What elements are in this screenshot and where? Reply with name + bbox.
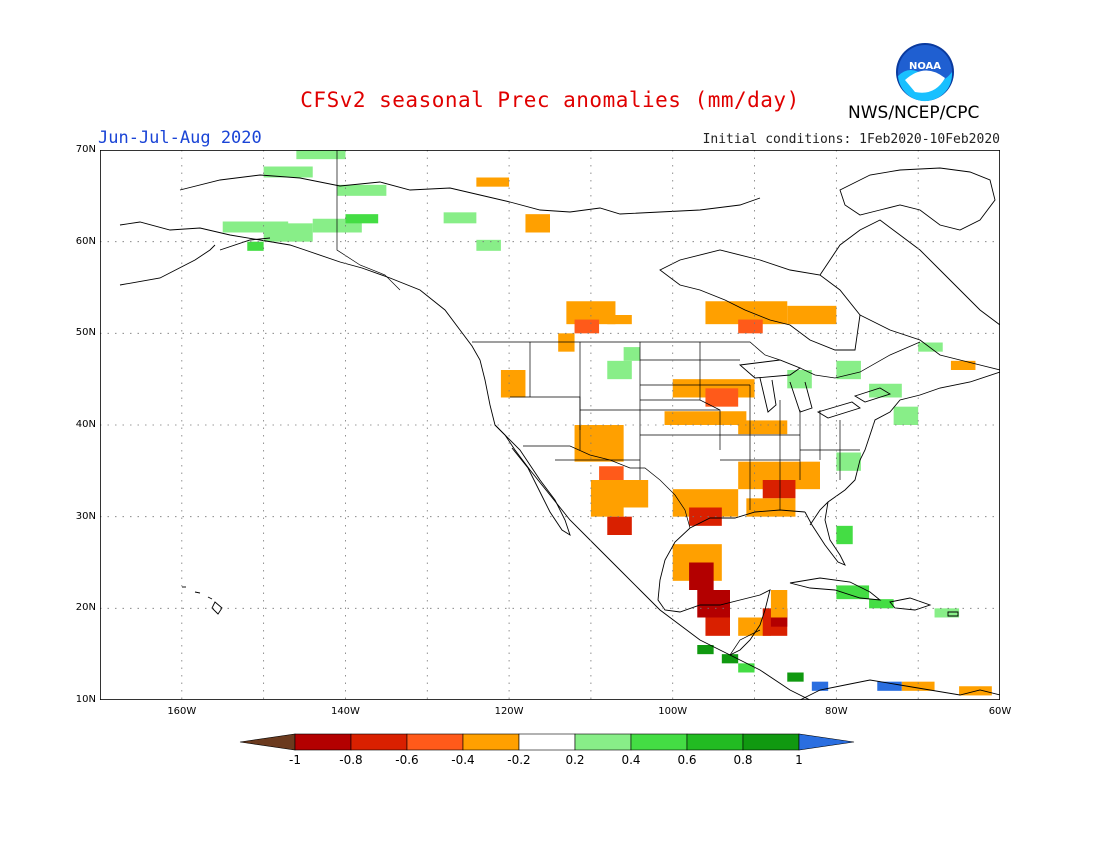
anomaly-cell <box>738 663 755 673</box>
anomaly-cell <box>869 383 902 398</box>
anomaly-cell <box>738 319 763 334</box>
anomaly-cell <box>599 466 624 480</box>
anomaly-cell <box>918 342 943 352</box>
colorbar-segment <box>518 733 576 751</box>
anomaly-cell <box>901 681 935 691</box>
precip-anomaly-map <box>100 150 1000 700</box>
colorbar-segment <box>406 733 464 751</box>
anomaly-cell <box>721 654 739 664</box>
anomaly-cell <box>869 599 894 609</box>
anomaly-cell <box>738 420 788 435</box>
anomaly-cell <box>296 150 346 160</box>
lon-tick-label: 140W <box>330 706 360 717</box>
agency-label: NWS/NCEP/CPC <box>848 103 980 123</box>
anomaly-cell <box>787 305 837 325</box>
lon-tick-label: 160W <box>167 706 197 717</box>
lon-tick-label: 80W <box>825 706 848 717</box>
anomaly-cell <box>566 301 616 325</box>
colorbar-segment <box>462 733 520 751</box>
anomaly-cell <box>770 590 788 618</box>
anomaly-cell <box>689 562 714 590</box>
anomaly-cell <box>247 241 264 251</box>
colorbar-tick-label: 0.2 <box>565 753 584 767</box>
lon-tick-label: 60W <box>988 706 1012 717</box>
anomaly-cell <box>607 315 632 325</box>
colorbar-low-arrow <box>239 733 296 751</box>
anomaly-cell <box>263 223 313 242</box>
season-label: Jun-Jul-Aug 2020 <box>98 128 262 148</box>
coastlines <box>119 167 1000 700</box>
political-borders <box>336 150 921 656</box>
anomaly-cell <box>762 480 796 499</box>
anomaly-cell <box>787 672 804 682</box>
anomaly-cell <box>525 214 550 233</box>
colorbar-segment <box>686 733 744 751</box>
map-title: CFSv2 seasonal Prec anomalies (mm/day) <box>300 88 800 112</box>
graticule <box>100 150 1000 700</box>
anomaly-cell <box>607 360 632 380</box>
colorbar-tick-label: -0.2 <box>507 753 530 767</box>
colorbar-tick-label: 0.4 <box>621 753 640 767</box>
lat-tick-label: 70N <box>75 144 96 155</box>
anomaly-cell <box>443 212 477 224</box>
anomaly-cell <box>263 166 313 178</box>
colorbar-tick-label: -1 <box>289 753 301 767</box>
anomaly-cell <box>836 360 861 380</box>
anomaly-cell <box>222 221 289 233</box>
color-legend: -1 -0.8 -0.6 -0.4 -0.2 0.2 0.4 0.6 0.8 1 <box>239 733 855 767</box>
lat-tick-label: 30N <box>75 510 96 522</box>
noaa-logo-icon: NOAA <box>896 43 954 102</box>
anomaly-cell <box>705 388 739 407</box>
anomaly-cell <box>746 498 796 517</box>
anomaly-cell <box>689 507 722 526</box>
colorbar-segment <box>742 733 800 751</box>
anomaly-cell <box>345 214 379 224</box>
anomaly-cell <box>893 406 919 425</box>
lon-tick-label: 120W <box>494 706 524 717</box>
colorbar-tick-label: -0.4 <box>451 753 474 767</box>
anomaly-cell <box>337 184 387 196</box>
lat-tick-label: 40N <box>75 419 96 430</box>
colorbar-tick-label: 0.8 <box>733 753 752 767</box>
initial-conditions-label: Initial conditions: 1Feb2020-10Feb2020 <box>702 132 1000 147</box>
colorbar-segment <box>630 733 688 751</box>
lat-tick-label: 10N <box>75 694 96 705</box>
colorbar-tick-label: 1 <box>795 753 803 767</box>
anomaly-cell <box>811 681 829 691</box>
anomaly-cell <box>558 333 575 352</box>
anomaly-cell <box>705 617 730 636</box>
colorbar-segment <box>574 733 632 751</box>
colorbar-high-arrow <box>798 733 855 751</box>
anomaly-cell <box>476 177 510 187</box>
colorbar-tick-label: 0.6 <box>677 753 696 767</box>
colorbar-segment <box>350 733 408 751</box>
anomaly-cell <box>934 608 960 618</box>
anomaly-cell <box>590 480 624 517</box>
colorbar-segment <box>294 733 352 751</box>
lon-tick-label: 100W <box>658 706 688 717</box>
anomaly-cell <box>623 347 640 361</box>
colorbar-tick-label: -0.6 <box>395 753 418 767</box>
anomaly-cell <box>877 681 902 691</box>
anomaly-cell <box>476 239 501 251</box>
lat-tick-label: 60N <box>75 235 96 247</box>
anomaly-cell <box>697 645 714 655</box>
anomaly-cell <box>574 425 624 462</box>
anomaly-cell <box>836 585 870 600</box>
lat-tick-label: 20N <box>75 602 96 614</box>
anomaly-cell <box>574 319 600 334</box>
anomaly-cell <box>500 370 526 398</box>
svg-text:NOAA: NOAA <box>909 61 941 72</box>
anomaly-cell <box>664 411 747 425</box>
anomaly-cell <box>607 516 632 535</box>
anomaly-cell <box>836 452 861 471</box>
colorbar-tick-label: -0.8 <box>339 753 362 767</box>
lat-tick-label: 50N <box>75 327 96 339</box>
anomaly-cell <box>950 360 976 370</box>
anomaly-cell <box>836 525 853 545</box>
